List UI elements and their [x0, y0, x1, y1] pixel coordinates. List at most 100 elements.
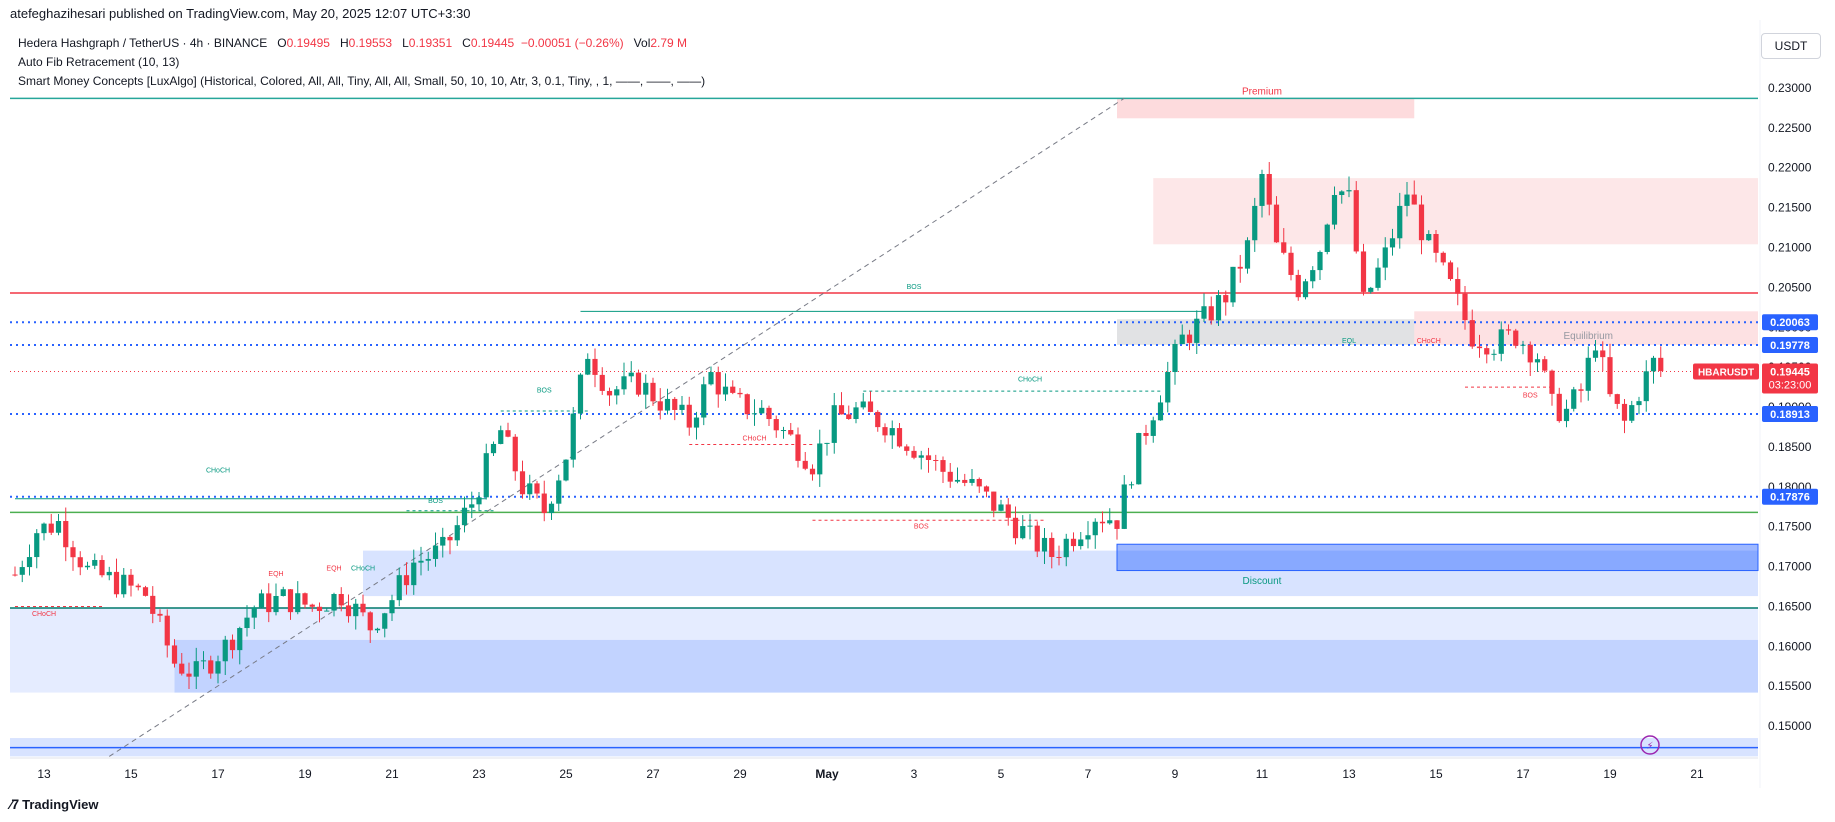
structure-label-0: BOS [907, 284, 922, 291]
open-value: 0.19495 [286, 36, 330, 50]
candle-body [353, 603, 359, 617]
candle-body [1556, 393, 1562, 422]
x-tick-3: 19 [298, 767, 312, 781]
candle-body [251, 607, 257, 618]
candle-body [287, 589, 294, 613]
candle-body [432, 545, 439, 559]
candle-body [1223, 295, 1229, 303]
candle-body [1208, 306, 1214, 321]
candle-body [1324, 224, 1330, 252]
supply-zone [1153, 178, 1758, 245]
candle-body [1143, 432, 1149, 436]
y-tick-0: 0.23000 [1768, 81, 1812, 95]
price-badge-label-0: 0.20063 [1770, 317, 1810, 329]
candle-body [157, 613, 163, 616]
candle-body [476, 497, 482, 505]
candle-body [577, 374, 584, 414]
candle-body [1165, 372, 1171, 403]
candle-body [1629, 405, 1635, 421]
symbol-badge [1693, 363, 1759, 380]
candle-body [1440, 252, 1446, 263]
x-tick-2: 17 [211, 767, 225, 781]
candle-body [795, 434, 801, 461]
candle-body [1491, 353, 1497, 355]
candle-body [1034, 525, 1040, 552]
structure-label-8: CHoCH [742, 436, 766, 443]
candle-body [324, 610, 330, 612]
candle-body [193, 661, 199, 677]
candle-body [360, 603, 366, 613]
candle-body [1186, 334, 1193, 343]
candle-body [1128, 484, 1135, 486]
candle-body [84, 565, 91, 568]
candle-body [527, 483, 533, 495]
indicator-smc[interactable]: Smart Money Concepts [LuxAlgo] (Historic… [18, 74, 706, 88]
candle-body [802, 460, 808, 469]
candle-body [962, 479, 968, 483]
candle-body [461, 507, 468, 526]
x-tick-17: 17 [1516, 767, 1530, 781]
indicator-fib[interactable]: Auto Fib Retracement (10, 13) [18, 55, 180, 69]
candle-body [1056, 556, 1062, 558]
y-tick-11: 0.17500 [1768, 520, 1812, 534]
candle-body [1607, 357, 1613, 395]
y-tick-1: 0.22500 [1768, 121, 1812, 135]
structure-label-9: BOS [914, 523, 929, 530]
lightning-icon[interactable] [1640, 735, 1660, 755]
candle-body [1375, 267, 1381, 288]
candle-body [1469, 320, 1475, 347]
candle-body [1244, 240, 1251, 269]
brand-label: TradingView [22, 796, 99, 812]
candle-body [1592, 350, 1599, 358]
candle-body [505, 430, 511, 437]
candle-body [1549, 370, 1555, 394]
high-value: 0.19553 [348, 36, 393, 50]
candle-body [635, 372, 642, 395]
close-label: C [462, 36, 471, 50]
candle-body [773, 419, 779, 431]
candle-body [947, 471, 953, 482]
candle-body [759, 407, 765, 414]
candle-body [1455, 279, 1461, 294]
price-badge-label-1: 0.19778 [1770, 340, 1810, 352]
candle-body [1136, 432, 1142, 485]
symbol-name[interactable]: Hedera Hashgraph / TetherUS · 4h · BINAN… [18, 36, 268, 50]
candle-body [411, 562, 417, 586]
candle-body [1339, 191, 1345, 196]
candle-body [113, 571, 120, 595]
structure-label-2: BOS [428, 498, 443, 505]
chart-legend: Hedera Hashgraph / TetherUS · 4h · BINAN… [18, 34, 705, 91]
currency-selector[interactable]: USDT [1761, 33, 1821, 59]
candle-body [846, 414, 852, 419]
candle-body [933, 459, 939, 461]
candle-body [237, 628, 243, 651]
candle-body [1505, 329, 1512, 331]
candle-body [664, 398, 671, 411]
candle-body [1157, 402, 1164, 421]
x-tick-18: 19 [1603, 767, 1617, 781]
tradingview-logo-icon: ⁄7 [10, 796, 19, 812]
candle-body [1281, 242, 1287, 253]
y-tick-12: 0.17000 [1768, 560, 1812, 574]
candle-body [142, 587, 149, 596]
candle-body [483, 453, 489, 498]
candle-body [1215, 295, 1222, 321]
x-tick-0: 13 [37, 767, 51, 781]
candle-body [1426, 234, 1432, 241]
candle-body [606, 390, 613, 396]
candle-body [244, 617, 250, 629]
candle-body [280, 589, 286, 596]
price-badge-2 [1762, 405, 1818, 422]
candle-body [382, 613, 388, 629]
candle-body [490, 443, 497, 454]
candle-body [1368, 287, 1374, 292]
candle-body [1353, 190, 1359, 252]
candle-body [1643, 371, 1649, 402]
countdown-timer: 03:23:00 [1769, 380, 1812, 392]
candle-body [911, 450, 917, 458]
candle-body [1020, 526, 1026, 539]
candle-body [1382, 247, 1388, 268]
candle-body [737, 392, 743, 395]
candle-body [976, 478, 982, 487]
